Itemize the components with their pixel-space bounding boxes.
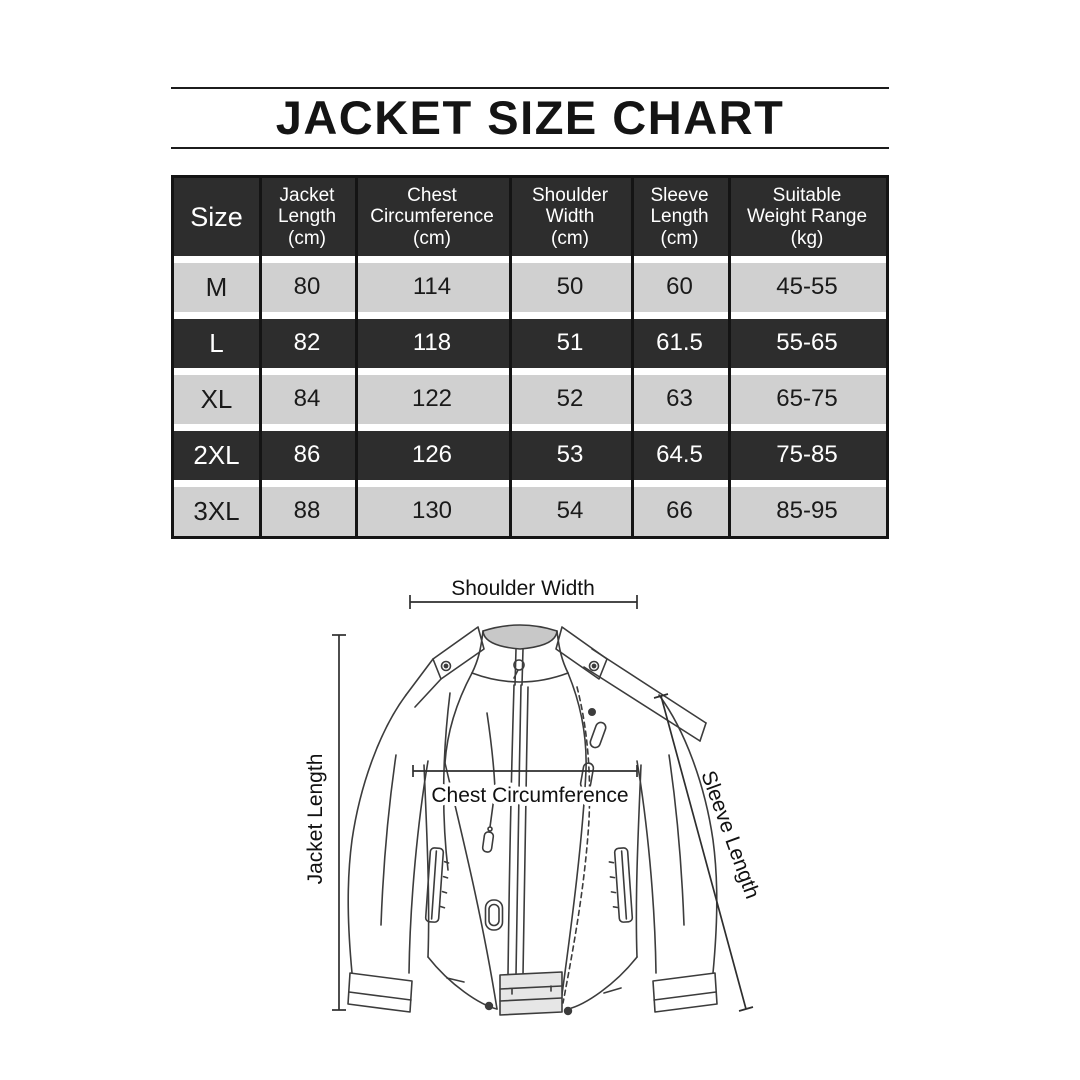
size-cell: L [209, 327, 224, 358]
measure-tick [738, 1006, 754, 1012]
header-line: Shoulder [531, 185, 609, 207]
right-shoulder-strap [555, 626, 707, 742]
value-cell: 45-55 [776, 273, 838, 301]
header-size: Size [174, 178, 259, 256]
header-line: Length [277, 206, 337, 228]
header-line: Weight Range [746, 206, 868, 228]
value-cell: 66 [666, 497, 693, 525]
left-shoulder-strap [405, 626, 485, 708]
value-cell: 54 [556, 497, 584, 525]
value-cell: 86 [293, 441, 321, 469]
table-header-row: Size Jacket Length (cm) Chest Circumfere… [174, 178, 886, 256]
value-cell: 65-75 [776, 385, 838, 413]
zipper-group [507, 648, 529, 976]
size-cell: 2XL [193, 439, 240, 470]
collar-group [471, 630, 569, 683]
front-panels [442, 672, 607, 1010]
value-cell: 64.5 [656, 441, 703, 469]
value-cell: 55-65 [776, 329, 838, 357]
cuffs [347, 972, 718, 1013]
column-divider [355, 178, 358, 536]
header-weight-range: Suitable Weight Range (kg) [728, 178, 886, 256]
value-cell: 51 [556, 329, 584, 357]
table-row-3xl: 3XL 88 130 54 66 85-95 [174, 487, 886, 536]
shoulder-width-label: Shoulder Width [451, 577, 595, 600]
value-cell: 61.5 [656, 329, 703, 357]
measure-tick [653, 693, 669, 699]
value-cell: 52 [556, 385, 584, 413]
page-title: JACKET SIZE CHART [275, 91, 785, 144]
header-line: Size [190, 201, 243, 232]
header-line: (kg) [790, 227, 824, 249]
header-line: (cm) [551, 227, 589, 249]
sleeve-length-label: Sleeve Length [696, 768, 764, 902]
value-cell: 53 [556, 441, 584, 469]
header-line: Suitable [772, 185, 842, 207]
header-line: (cm) [660, 227, 699, 249]
body-outline [347, 694, 718, 1010]
table-row-xl: XL 84 122 52 63 65-75 [174, 375, 886, 424]
header-line: (cm) [288, 227, 326, 249]
header-line: Jacket [279, 185, 335, 207]
chest-circumference-label: Chest Circumference [431, 784, 628, 807]
left-chest-pocket [424, 847, 450, 923]
table-row-m: M 80 114 50 60 45-55 [174, 263, 886, 312]
column-divider [631, 178, 634, 536]
jacket-length-label: Jacket Length [304, 754, 327, 885]
header-sleeve-length: Sleeve Length (cm) [631, 178, 728, 256]
value-cell: 80 [293, 273, 321, 301]
size-cell: M [205, 271, 228, 302]
value-cell: 130 [411, 497, 453, 525]
value-cell: 75-85 [776, 441, 838, 469]
value-cell: 88 [293, 497, 321, 525]
right-chest-pocket [608, 847, 634, 923]
hem-band [446, 971, 622, 1016]
jacket-sketch [347, 624, 718, 1016]
column-divider [259, 178, 262, 536]
hood-shape [482, 624, 558, 650]
header-line: (cm) [413, 227, 451, 249]
size-cell: 3XL [193, 495, 240, 526]
value-cell: 50 [556, 273, 584, 301]
header-chest-circumference: Chest Circumference (cm) [355, 178, 509, 256]
column-divider [728, 178, 731, 536]
column-divider [509, 178, 512, 536]
header-line: Width [545, 206, 595, 228]
value-cell: 85-95 [776, 497, 838, 525]
header-line: Sleeve [650, 185, 709, 207]
value-cell: 122 [411, 385, 453, 413]
header-line: Circumference [370, 206, 494, 228]
header-shoulder-width: Shoulder Width (cm) [509, 178, 631, 256]
value-cell: 60 [666, 273, 693, 301]
value-cell: 114 [412, 273, 452, 301]
size-table: Size Jacket Length (cm) Chest Circumfere… [171, 175, 889, 539]
jacket-measurement-diagram: Shoulder Width Jacket Length Chest Circu… [304, 577, 764, 1016]
table-row-l: L 82 118 51 61.5 55-65 [174, 319, 886, 368]
value-cell: 84 [293, 385, 321, 413]
table-row-2xl: 2XL 86 126 53 64.5 75-85 [174, 431, 886, 480]
header-line: Length [650, 206, 709, 228]
size-cell: XL [200, 383, 233, 414]
value-cell: 126 [411, 441, 453, 469]
title-top-rule [171, 87, 889, 89]
value-cell: 118 [412, 329, 452, 357]
sleeve-length-measure-line [660, 695, 747, 1010]
header-line: Chest [407, 185, 457, 207]
value-cell: 63 [666, 385, 693, 413]
value-cell: 82 [293, 329, 321, 357]
title-bottom-rule [171, 147, 889, 149]
header-jacket-length: Jacket Length (cm) [259, 178, 355, 256]
